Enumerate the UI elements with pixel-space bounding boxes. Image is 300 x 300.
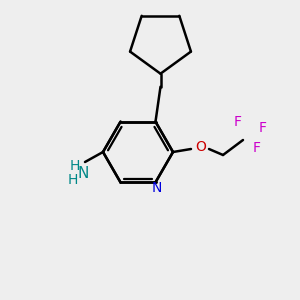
Text: F: F bbox=[253, 141, 261, 155]
Text: N: N bbox=[151, 181, 162, 195]
Text: H: H bbox=[70, 159, 80, 173]
Text: F: F bbox=[259, 121, 267, 135]
Text: N: N bbox=[77, 166, 89, 181]
Text: O: O bbox=[196, 140, 206, 154]
Text: H: H bbox=[68, 173, 78, 187]
Text: F: F bbox=[234, 115, 242, 129]
